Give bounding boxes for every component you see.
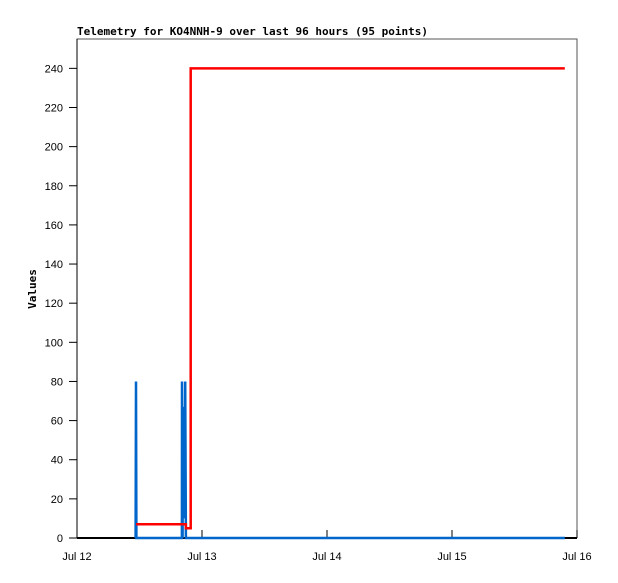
y-tick-label: 180	[45, 181, 63, 193]
y-tick-label: 140	[45, 259, 63, 271]
y-tick-label: 20	[51, 494, 63, 506]
y-tick-label: 240	[45, 63, 63, 75]
y-tick-label: 60	[51, 416, 63, 428]
plot-frame	[76, 38, 578, 538]
y-tick-label: 120	[45, 298, 63, 310]
x-tick-label: Jul 14	[312, 551, 341, 563]
y-tick-label: 40	[51, 455, 63, 467]
y-tick-label: 80	[51, 376, 63, 388]
series-group	[134, 67, 565, 540]
y-tick-label: 200	[45, 142, 63, 154]
x-tick-label: Jul 13	[187, 551, 216, 563]
y-axis-label: Values	[26, 269, 39, 309]
axes: 0 20 40 60 80 100 120 140 160 180 200 220 240 Jul 12 J…	[45, 38, 592, 563]
y-tick-label: 0	[57, 533, 63, 545]
y-tick-label: 220	[45, 102, 63, 114]
series-line-1	[134, 381, 565, 540]
chart-title: Telemetry for KO4NNH-9 over last 96 hour…	[77, 25, 428, 38]
x-tick-label: Jul 15	[437, 551, 466, 563]
y-tick-label: 160	[45, 220, 63, 232]
y-tick-label: 100	[45, 337, 63, 349]
x-tick-label: Jul 12	[62, 551, 91, 563]
series-line-2	[136, 67, 565, 530]
x-tick-label: Jul 16	[562, 551, 591, 563]
